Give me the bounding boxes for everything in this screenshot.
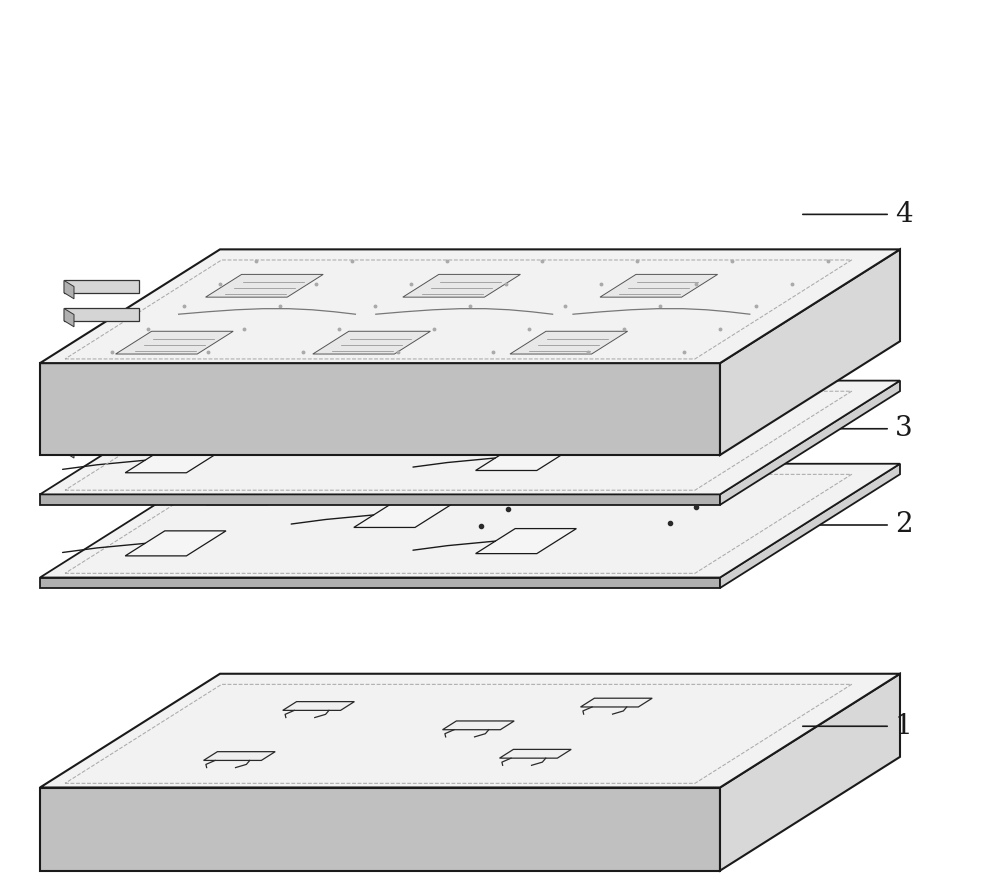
Polygon shape: [116, 332, 233, 354]
Polygon shape: [581, 698, 652, 707]
Polygon shape: [403, 275, 520, 298]
Polygon shape: [64, 440, 139, 452]
Polygon shape: [125, 531, 226, 556]
Polygon shape: [40, 249, 900, 363]
Polygon shape: [40, 464, 900, 578]
Polygon shape: [40, 494, 720, 505]
Polygon shape: [500, 749, 571, 758]
Polygon shape: [313, 332, 430, 354]
Polygon shape: [64, 281, 74, 299]
Polygon shape: [64, 309, 74, 327]
Polygon shape: [600, 275, 718, 298]
Polygon shape: [64, 412, 139, 424]
Text: 2: 2: [895, 512, 913, 538]
Polygon shape: [510, 332, 628, 354]
Polygon shape: [283, 702, 354, 710]
Polygon shape: [40, 788, 720, 871]
Polygon shape: [720, 249, 900, 455]
Polygon shape: [443, 721, 514, 730]
Polygon shape: [354, 419, 455, 444]
Text: 4: 4: [895, 201, 913, 228]
Polygon shape: [476, 445, 576, 471]
Polygon shape: [40, 381, 900, 494]
Polygon shape: [64, 440, 74, 458]
Polygon shape: [476, 528, 576, 554]
Polygon shape: [558, 393, 659, 418]
Text: 3: 3: [895, 416, 913, 442]
Text: 1: 1: [895, 713, 913, 739]
Polygon shape: [206, 275, 323, 298]
Polygon shape: [720, 381, 900, 505]
Polygon shape: [354, 502, 455, 528]
Polygon shape: [206, 480, 307, 505]
Polygon shape: [206, 396, 307, 422]
Polygon shape: [64, 281, 139, 293]
Polygon shape: [40, 578, 720, 588]
Polygon shape: [125, 448, 226, 472]
Polygon shape: [64, 309, 139, 321]
Polygon shape: [40, 363, 720, 455]
Polygon shape: [558, 476, 659, 501]
Polygon shape: [720, 674, 900, 871]
Polygon shape: [204, 752, 275, 760]
Polygon shape: [720, 464, 900, 588]
Polygon shape: [40, 674, 900, 788]
Polygon shape: [64, 412, 74, 430]
